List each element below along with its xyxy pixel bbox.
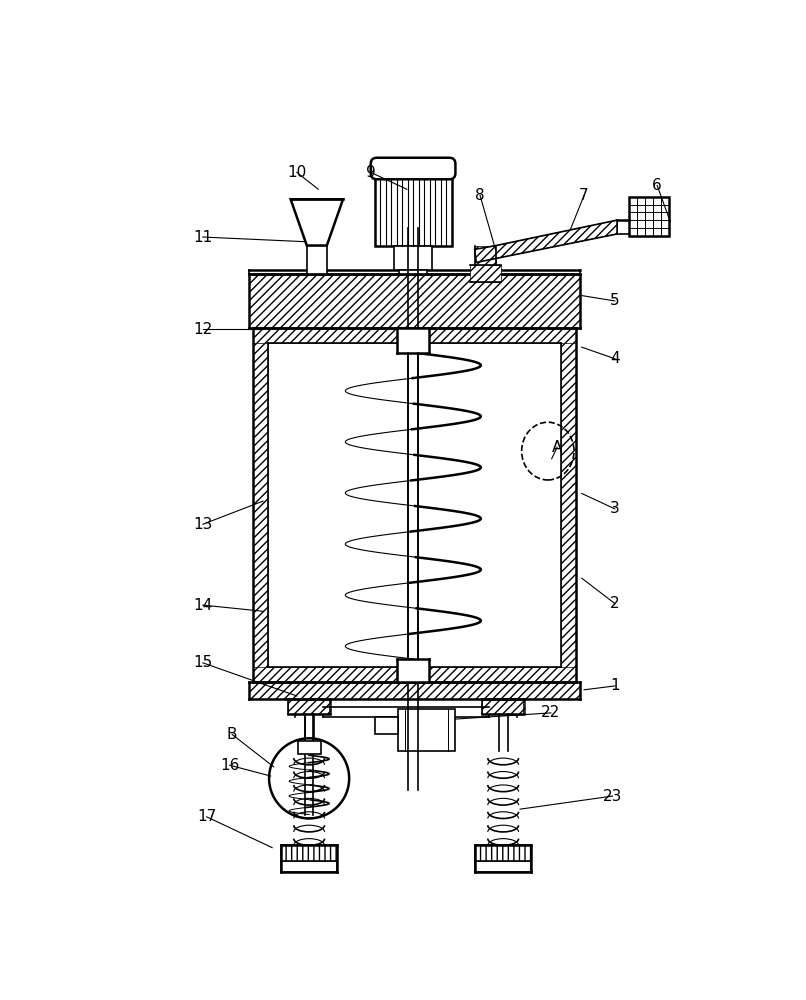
Bar bbox=[375, 717, 398, 734]
Text: A: A bbox=[552, 440, 563, 455]
Text: 1: 1 bbox=[610, 678, 620, 693]
Bar bbox=[397, 328, 430, 353]
Text: 16: 16 bbox=[220, 758, 239, 773]
Text: B: B bbox=[226, 727, 238, 742]
Bar bbox=[476, 845, 531, 861]
Text: 4: 4 bbox=[610, 351, 620, 366]
Text: 6: 6 bbox=[652, 178, 662, 193]
Bar bbox=[297, 741, 321, 754]
Bar bbox=[399, 270, 427, 274]
Bar bbox=[253, 667, 576, 682]
Bar bbox=[394, 246, 432, 270]
Text: 10: 10 bbox=[287, 165, 306, 180]
Text: 13: 13 bbox=[193, 517, 213, 532]
Bar bbox=[476, 845, 531, 872]
Bar bbox=[629, 197, 669, 235]
Text: 23: 23 bbox=[603, 789, 622, 804]
Bar bbox=[397, 659, 430, 682]
Text: 17: 17 bbox=[197, 809, 216, 824]
Text: 12: 12 bbox=[193, 322, 213, 337]
Bar bbox=[475, 246, 496, 270]
Text: 14: 14 bbox=[193, 598, 213, 613]
Bar bbox=[249, 682, 580, 699]
Text: 3: 3 bbox=[610, 501, 620, 516]
Text: 7: 7 bbox=[580, 188, 589, 203]
Bar bbox=[289, 699, 330, 714]
Bar bbox=[375, 175, 451, 246]
Bar bbox=[397, 709, 455, 751]
Text: 2: 2 bbox=[610, 596, 620, 611]
Bar bbox=[253, 328, 576, 343]
Bar bbox=[470, 265, 501, 282]
Bar bbox=[281, 845, 337, 872]
Bar bbox=[561, 328, 576, 682]
Ellipse shape bbox=[269, 738, 349, 818]
Bar bbox=[249, 274, 580, 328]
Text: 15: 15 bbox=[193, 655, 213, 670]
Text: 5: 5 bbox=[610, 293, 620, 308]
Polygon shape bbox=[475, 220, 617, 262]
Bar bbox=[482, 699, 525, 714]
Bar bbox=[281, 845, 337, 861]
Text: 22: 22 bbox=[542, 705, 560, 720]
Bar bbox=[307, 246, 327, 274]
Text: 9: 9 bbox=[366, 165, 376, 180]
Polygon shape bbox=[291, 199, 343, 246]
Text: 8: 8 bbox=[476, 188, 485, 203]
Text: 11: 11 bbox=[193, 230, 213, 245]
Bar bbox=[253, 328, 268, 682]
FancyBboxPatch shape bbox=[371, 158, 455, 179]
